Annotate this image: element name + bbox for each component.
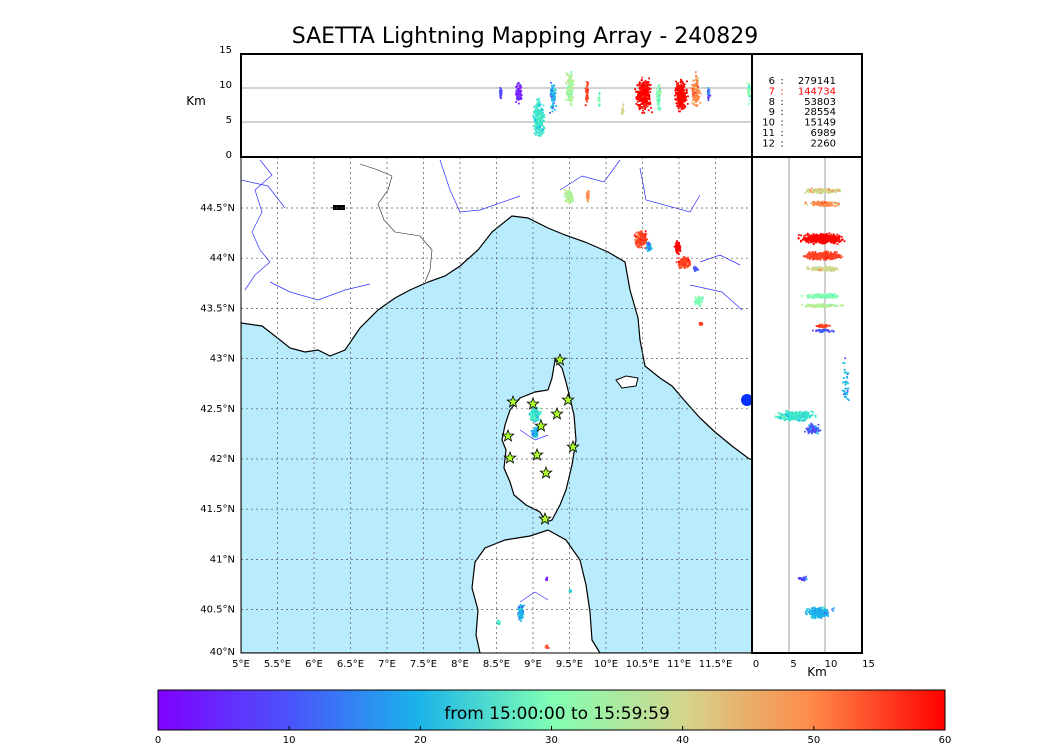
station-count-value: 279141 <box>798 76 836 87</box>
station-count-stations: 8 <box>769 97 775 108</box>
top-panel-y-tick-label: 15 <box>219 45 232 56</box>
elba-island <box>615 375 639 389</box>
station-star-icon <box>501 428 515 442</box>
right-panel-x-tick-label: 0 <box>753 659 759 670</box>
map-y-tick-label: 42°N <box>210 454 235 465</box>
map-x-tick-label: 6.5°E <box>337 659 364 670</box>
map-y-tick-label: 41.5°N <box>200 504 235 515</box>
station-star-icon <box>539 465 553 479</box>
station-star-icon <box>530 447 544 461</box>
map-y-tick-label: 44.5°N <box>200 203 235 214</box>
station-count-value: 28554 <box>804 107 836 118</box>
colorbar-tick-label: 30 <box>545 735 558 746</box>
map-x-tick-label: 9°E <box>524 659 542 670</box>
map-y-tick-label: 40°N <box>210 647 235 658</box>
colorbar-tick-label: 40 <box>676 735 689 746</box>
lake-bolsena <box>741 394 752 406</box>
map-x-tick-label: 11.5°E <box>699 659 733 670</box>
station-count-separator: : <box>780 107 783 118</box>
station-star-icon <box>534 418 548 432</box>
map-x-tick-label: 5°E <box>232 659 250 670</box>
station-star-icon <box>566 439 580 453</box>
map-y-tick-label: 41°N <box>210 554 235 565</box>
top-panel-y-tick-label: 10 <box>219 80 232 91</box>
map-x-tick-label: 11°E <box>667 659 691 670</box>
map-x-tick-label: 5.5°E <box>264 659 291 670</box>
station-count-stations: 9 <box>769 107 775 118</box>
map-x-tick-label: 7.5°E <box>410 659 437 670</box>
colorbar <box>157 689 946 731</box>
station-count-value: 144734 <box>798 86 836 97</box>
station-count-value: 2260 <box>811 138 836 149</box>
map-y-tick-label: 40.5°N <box>200 605 235 616</box>
map-y-tick-label: 43.5°N <box>200 303 235 314</box>
top-panel-y-axis-label: Km <box>186 94 206 108</box>
station-count-panel <box>751 53 863 158</box>
map-y-tick-label: 44°N <box>210 253 235 264</box>
colorbar-tick-label: 50 <box>807 735 820 746</box>
map-panel <box>241 157 752 653</box>
lake-geneva <box>333 205 345 210</box>
chart-title: SAETTA Lightning Mapping Array - 240829 <box>291 24 759 49</box>
latitude-altitude-panel <box>751 156 863 654</box>
colorbar-tick-label: 10 <box>283 735 296 746</box>
station-count-value: 6989 <box>811 128 836 139</box>
top-panel-y-tick-label: 5 <box>226 115 232 126</box>
colorbar-time-range: from 15:00:00 to 15:59:59 <box>444 704 670 724</box>
station-count-separator: : <box>780 76 783 87</box>
station-count-stations: 10 <box>762 118 775 129</box>
right-panel-x-axis-label: Km <box>807 665 827 679</box>
colorbar-tick-label: 60 <box>939 735 952 746</box>
map-gridlines <box>241 157 752 653</box>
map-x-tick-label: 8°E <box>451 659 469 670</box>
station-count-stations: 11 <box>762 128 775 139</box>
station-star-icon <box>553 352 567 366</box>
station-star-icon <box>506 394 520 408</box>
station-count-separator: : <box>780 128 783 139</box>
station-star-icon <box>561 392 575 406</box>
map-x-tick-label: 6°E <box>305 659 323 670</box>
altitude-longitude-panel <box>240 53 753 158</box>
station-markers <box>501 352 580 525</box>
colorbar-tick-label: 0 <box>155 735 161 746</box>
right-panel-x-tick-label: 5 <box>790 659 796 670</box>
right-panel-x-tick-label: 15 <box>862 659 875 670</box>
map-y-tick-label: 42.5°N <box>200 404 235 415</box>
station-count-value: 15149 <box>804 118 836 129</box>
station-star-icon <box>526 396 540 410</box>
right-panel-x-tick-label: 10 <box>825 659 838 670</box>
station-star-icon <box>550 406 564 420</box>
map-y-tick-label: 43°N <box>210 354 235 365</box>
station-count-stations: 6 <box>769 76 775 87</box>
station-count-stations: 12 <box>762 138 775 149</box>
map-lightning-sources <box>496 189 704 649</box>
colorbar-tick-label: 20 <box>414 735 427 746</box>
station-count-separator: : <box>780 138 783 149</box>
map-x-tick-label: 7°E <box>378 659 396 670</box>
map-x-tick-label: 10.5°E <box>626 659 660 670</box>
station-count-separator: : <box>780 86 783 97</box>
top-panel-y-tick-label: 0 <box>226 150 232 161</box>
station-count-separator: : <box>780 97 783 108</box>
station-count-separator: : <box>780 118 783 129</box>
station-star-icon <box>503 450 517 464</box>
map-x-tick-label: 8.5°E <box>483 659 510 670</box>
map-x-tick-label: 10°E <box>594 659 618 670</box>
corsica-island <box>501 358 577 523</box>
map-x-tick-label: 9.5°E <box>556 659 583 670</box>
station-count-value: 53803 <box>804 97 836 108</box>
station-count-stations: 7 <box>769 86 775 97</box>
station-star-icon <box>538 511 552 525</box>
right-panel-frame <box>751 156 863 654</box>
